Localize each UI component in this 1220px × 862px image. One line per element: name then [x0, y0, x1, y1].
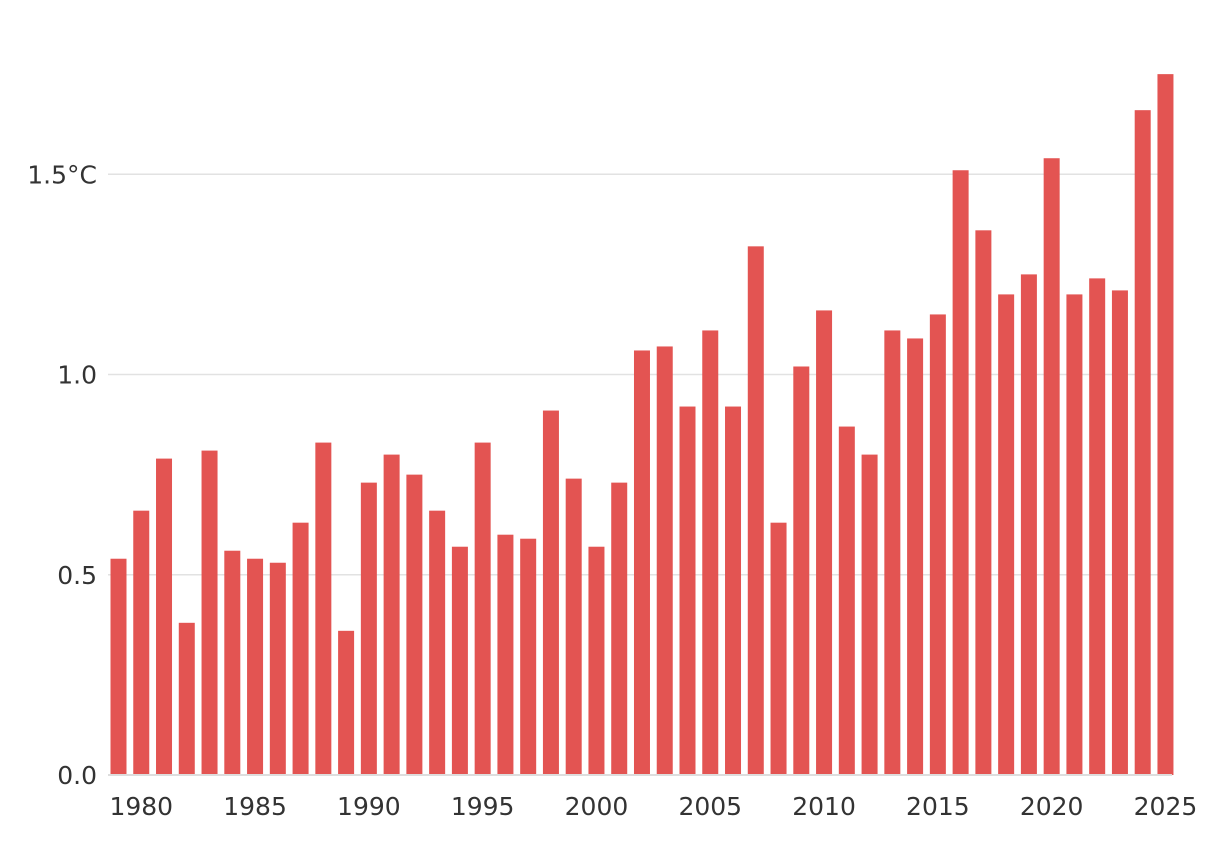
bar-2002: [633, 350, 650, 775]
y-tick-label: 1.0: [57, 361, 97, 390]
bar-2004: [679, 406, 696, 775]
bar-1981: [156, 458, 173, 775]
bar-1996: [497, 534, 514, 775]
bar-2016: [952, 170, 969, 775]
bar-2024: [1134, 110, 1151, 776]
bar-1997: [520, 538, 537, 775]
bar-2010: [816, 310, 833, 775]
bar-2017: [975, 230, 992, 775]
bar-1982: [178, 622, 195, 775]
bar-1998: [542, 410, 559, 775]
bar-2011: [838, 426, 855, 775]
bar-2007: [747, 246, 764, 776]
bars: [110, 74, 1174, 776]
bar-1980: [133, 510, 150, 775]
bar-2003: [656, 346, 673, 775]
x-tick-label: 2005: [678, 792, 742, 821]
x-tick-label: 1995: [451, 792, 515, 821]
bar-1985: [247, 558, 264, 775]
bar-2005: [702, 330, 719, 775]
x-tick-label: 2020: [1020, 792, 1084, 821]
bar-2008: [770, 522, 787, 775]
bar-1983: [201, 450, 218, 775]
bar-2001: [611, 482, 628, 775]
bar-2015: [929, 314, 946, 775]
bar-1995: [474, 442, 491, 775]
bar-2019: [1020, 274, 1037, 776]
y-tick-label: 0.5: [57, 561, 97, 590]
bar-1986: [269, 562, 286, 775]
bar-1991: [383, 454, 400, 775]
bar-2020: [1043, 158, 1060, 776]
bar-1989: [338, 630, 355, 775]
x-tick-label: 1990: [337, 792, 401, 821]
x-tick-label: 1985: [223, 792, 287, 821]
bar-2025: [1157, 74, 1174, 776]
bar-1979: [110, 558, 127, 775]
bar-2009: [793, 366, 810, 775]
y-tick-label: 0.0: [57, 761, 97, 790]
x-axis-tick-labels: 1980 1985 1990 1995 2000 2005 2010 2015 2020 2025: [109, 792, 1197, 821]
bar-1990: [360, 482, 377, 775]
bar-1984: [224, 550, 241, 775]
bar-2022: [1089, 278, 1106, 775]
bar-2023: [1111, 290, 1128, 775]
x-tick-label: 2000: [565, 792, 629, 821]
x-tick-label: 2015: [906, 792, 970, 821]
bar-2000: [588, 546, 605, 775]
bar-2014: [907, 338, 924, 775]
y-tick-label: 1.5°C: [27, 160, 97, 189]
bar-2012: [861, 454, 878, 775]
bar-2018: [998, 294, 1015, 775]
bar-1994: [451, 546, 468, 775]
bar-1987: [292, 522, 309, 775]
bar-2013: [884, 330, 901, 775]
bar-1988: [315, 442, 332, 775]
bar-2021: [1066, 294, 1083, 775]
bar-1992: [406, 474, 423, 776]
bar-1999: [565, 478, 582, 775]
bar-2006: [725, 406, 742, 775]
y-axis-tick-labels: 0.0 0.5 1.0 1.5°C: [27, 160, 97, 790]
bar-1993: [429, 510, 446, 775]
x-tick-label: 2025: [1134, 792, 1198, 821]
x-tick-label: 1980: [109, 792, 173, 821]
x-tick-label: 2010: [792, 792, 856, 821]
